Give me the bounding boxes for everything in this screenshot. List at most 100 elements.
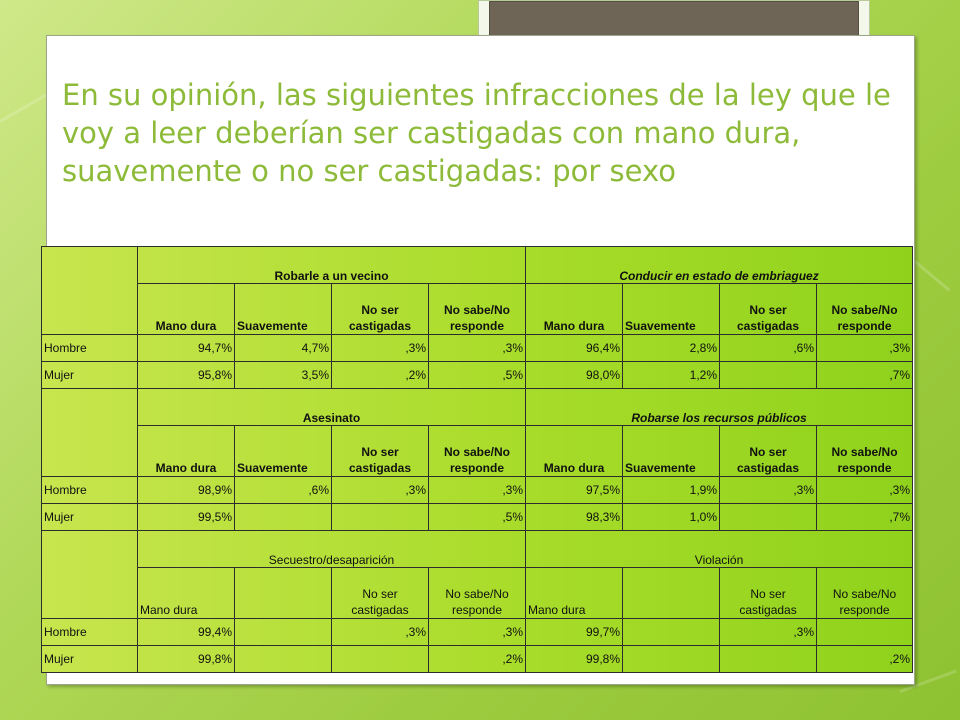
table-cell: 2,8% (622, 334, 721, 362)
column-header: Suavemente (234, 425, 332, 477)
table-cell (234, 618, 332, 646)
row-label-header (41, 246, 138, 335)
column-header: Mano dura (137, 567, 235, 619)
table-cell: 97,5% (525, 476, 624, 504)
column-header: Mano dura (137, 283, 235, 335)
group-header-row: Robarle a un vecino Conducir en estado d… (41, 246, 914, 335)
row-label: Mujer (41, 503, 138, 531)
column-header: No sabe/No responde (427, 283, 527, 335)
table-cell: 99,8% (137, 645, 235, 673)
table-cell: 1,2% (622, 361, 721, 389)
column-header: No sabe/No responde (427, 567, 527, 619)
table-cell: ,7% (816, 361, 914, 389)
row-label: Hombre (41, 476, 138, 504)
table-row: Hombre 99,4% ,3% ,3% 99,7% ,3% (41, 618, 914, 646)
column-header: No ser castigadas (719, 567, 818, 619)
table-cell (622, 618, 721, 646)
table-cell: ,6% (719, 334, 818, 362)
table-cell: ,3% (719, 618, 818, 646)
group-header-row: Asesinato Robarse los recursos públicos (41, 388, 914, 477)
table-cell: 98,3% (525, 503, 624, 531)
table-cell: ,3% (427, 476, 527, 504)
table-row: Hombre 94,7% 4,7% ,3% ,3% 96,4% 2,8% ,6%… (41, 334, 914, 362)
group-header: Violación (525, 530, 914, 568)
table-cell: 95,8% (137, 361, 235, 389)
row-label: Mujer (41, 361, 138, 389)
column-header: Suavemente (234, 283, 332, 335)
group-header-row: Secuestro/desaparición Violación (41, 530, 914, 619)
group-header: Secuestro/desaparición (136, 530, 527, 568)
table-cell: 3,5% (234, 361, 332, 389)
table-cell: 4,7% (234, 334, 332, 362)
table-cell: 1,0% (622, 503, 721, 531)
table-cell: ,2% (427, 645, 527, 673)
background-decoration (0, 90, 53, 123)
column-header: No ser castigadas (719, 283, 818, 335)
column-header: No sabe/No responde (816, 567, 914, 619)
table-cell: ,7% (816, 503, 914, 531)
group-header: Robarle a un vecino (136, 246, 527, 284)
column-header: No sabe/No responde (816, 283, 914, 335)
column-header: Mano dura (525, 567, 624, 619)
row-label: Mujer (41, 645, 138, 673)
table-cell: 98,0% (525, 361, 624, 389)
column-header: Mano dura (137, 425, 235, 477)
column-header: No sabe/No responde (427, 425, 527, 477)
table-cell (622, 645, 721, 673)
table-cell: 96,4% (525, 334, 624, 362)
table-cell: 99,8% (525, 645, 624, 673)
table-cell: ,6% (234, 476, 332, 504)
table-cell: 99,7% (525, 618, 624, 646)
column-header (622, 567, 721, 619)
table-cell: ,2% (331, 361, 429, 389)
column-header: No ser castigadas (331, 283, 429, 335)
table-cell (816, 618, 914, 646)
table-row: Hombre 98,9% ,6% ,3% ,3% 97,5% 1,9% ,3% … (41, 476, 914, 504)
crosstab-table: Robarle a un vecino Conducir en estado d… (41, 246, 914, 673)
row-label-header (41, 530, 138, 619)
table-cell: ,2% (816, 645, 914, 673)
table-cell: ,3% (816, 476, 914, 504)
table-cell: 94,7% (137, 334, 235, 362)
table-row: Mujer 99,5% ,5% 98,3% 1,0% ,7% (41, 503, 914, 531)
column-header: Mano dura (525, 283, 624, 335)
row-label-header (41, 388, 138, 477)
column-header-row: Mano dura No ser castigadas No sabe/No r… (42, 567, 914, 619)
slide-title: En su opinión, las siguientes infraccion… (62, 78, 891, 188)
column-header: No ser castigadas (719, 425, 818, 477)
column-header: No ser castigadas (331, 567, 429, 619)
column-header: No sabe/No responde (816, 425, 914, 477)
table-cell: 99,4% (137, 618, 235, 646)
table-cell (719, 361, 818, 389)
column-header-row: Mano dura Suavemente No ser castigadas N… (42, 283, 914, 335)
table-cell: ,3% (816, 334, 914, 362)
table-cell: ,5% (427, 361, 527, 389)
column-header: No ser castigadas (331, 425, 429, 477)
table-cell: ,3% (331, 618, 429, 646)
table-cell: ,3% (427, 618, 527, 646)
group-header: Asesinato (136, 388, 527, 426)
column-header-row: Mano dura Suavemente No ser castigadas N… (42, 425, 914, 477)
table-row: Mujer 95,8% 3,5% ,2% ,5% 98,0% 1,2% ,7% (41, 361, 914, 389)
table-cell (719, 645, 818, 673)
table-cell: ,5% (427, 503, 527, 531)
column-header: Suavemente (622, 283, 721, 335)
table-cell: ,3% (331, 476, 429, 504)
column-header (234, 567, 332, 619)
table-cell (234, 503, 332, 531)
table-cell: 98,9% (137, 476, 235, 504)
row-label: Hombre (41, 334, 138, 362)
table-cell: ,3% (427, 334, 527, 362)
table-cell: ,3% (331, 334, 429, 362)
group-header: Robarse los recursos públicos (525, 388, 914, 426)
table-cell: 1,9% (622, 476, 721, 504)
table-cell (331, 503, 429, 531)
table-cell: 99,5% (137, 503, 235, 531)
background-decoration (914, 260, 951, 292)
table-cell: ,3% (719, 476, 818, 504)
table-cell (331, 645, 429, 673)
row-label: Hombre (41, 618, 138, 646)
table-cell (234, 645, 332, 673)
column-header: Suavemente (622, 425, 721, 477)
table-row: Mujer 99,8% ,2% 99,8% ,2% (41, 645, 914, 673)
